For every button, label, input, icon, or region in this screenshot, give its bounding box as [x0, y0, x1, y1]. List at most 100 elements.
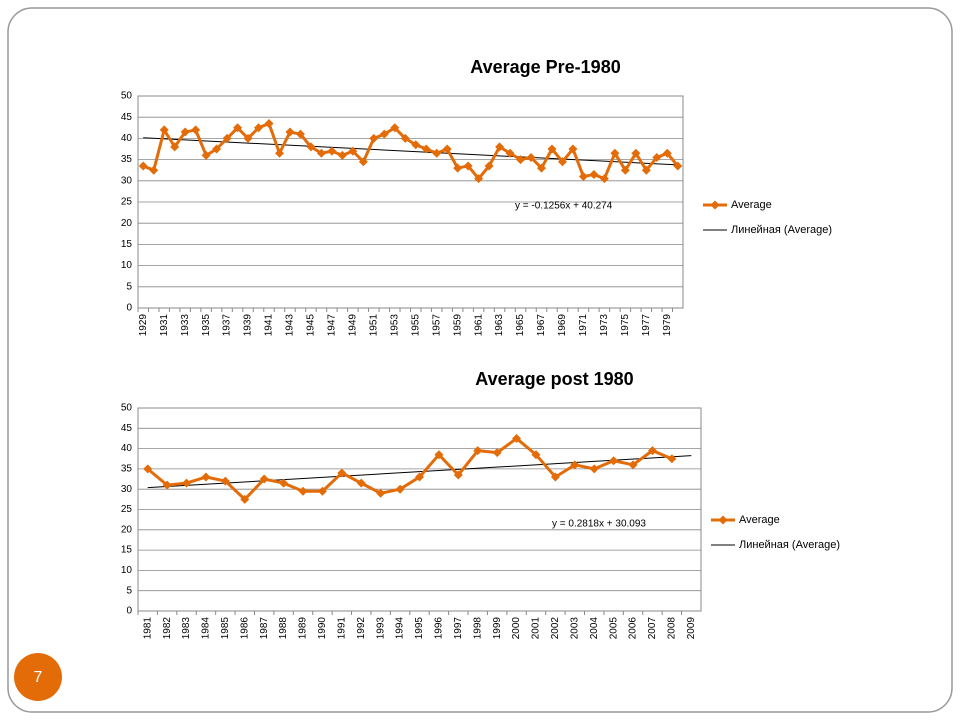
- marker: [379, 129, 389, 139]
- x-tick-label: 1993: [375, 617, 386, 640]
- y-tick-label: 20: [121, 218, 133, 229]
- legend-marker: [710, 200, 720, 210]
- x-tick-label: 1992: [356, 617, 367, 640]
- y-tick-label: 30: [121, 175, 133, 186]
- marker: [492, 448, 502, 458]
- legend-label: Average: [739, 514, 780, 526]
- x-tick-label: 2009: [686, 617, 697, 640]
- legend-label: Линейная (Average): [731, 224, 832, 236]
- marker: [191, 125, 201, 135]
- marker: [212, 144, 222, 154]
- marker: [610, 148, 620, 158]
- marker: [652, 152, 662, 162]
- x-tick-label: 1957: [431, 314, 442, 337]
- marker: [201, 150, 211, 160]
- x-tick-label: 1965: [515, 314, 526, 337]
- marker: [647, 446, 657, 456]
- marker: [526, 152, 536, 162]
- y-tick-label: 35: [121, 464, 133, 475]
- series-line: [146, 436, 673, 501]
- x-tick-label: 1988: [278, 617, 289, 640]
- marker: [264, 119, 274, 129]
- x-tick-label: 1986: [239, 617, 250, 640]
- marker: [279, 478, 289, 488]
- marker: [570, 460, 580, 470]
- slide-number: 7: [34, 669, 43, 686]
- marker: [138, 161, 148, 171]
- marker: [512, 433, 522, 443]
- x-tick-label: 1973: [599, 314, 610, 337]
- marker: [662, 148, 672, 158]
- x-tick-label: 1959: [452, 314, 463, 337]
- trend-equation: y = 0.2818x + 30.093: [552, 519, 646, 530]
- y-tick-label: 25: [121, 504, 133, 515]
- y-tick-label: 10: [121, 260, 133, 271]
- marker: [578, 172, 588, 182]
- marker: [170, 142, 180, 152]
- marker: [356, 478, 366, 488]
- marker: [599, 174, 609, 184]
- x-tick-label: 1937: [222, 314, 233, 337]
- marker: [222, 133, 232, 143]
- x-tick-label: 1987: [259, 617, 270, 640]
- x-tick-label: 2000: [511, 617, 522, 640]
- marker: [453, 470, 463, 480]
- x-tick-label: 1999: [492, 617, 503, 640]
- marker: [400, 133, 410, 143]
- y-tick-label: 15: [121, 545, 133, 556]
- marker: [547, 144, 557, 154]
- marker: [316, 148, 326, 158]
- trendline: [147, 455, 692, 489]
- marker: [259, 474, 269, 484]
- x-tick-label: 1984: [201, 617, 212, 640]
- x-tick-label: 1963: [494, 314, 505, 337]
- marker: [550, 472, 560, 482]
- x-tick-label: 1975: [620, 314, 631, 337]
- x-tick-label: 2006: [628, 617, 639, 640]
- marker: [453, 163, 463, 173]
- marker: [631, 148, 641, 158]
- x-tick-label: 1981: [142, 617, 153, 640]
- x-tick-label: 1929: [138, 314, 149, 337]
- trend-equation: y = -0.1256x + 40.274: [515, 201, 613, 212]
- y-tick-label: 20: [121, 524, 133, 535]
- marker: [442, 144, 452, 154]
- marker: [358, 157, 368, 167]
- marker: [274, 148, 284, 158]
- x-tick-label: 1998: [472, 617, 483, 640]
- x-tick-label: 1945: [306, 314, 317, 337]
- x-tick-label: 2008: [667, 617, 678, 640]
- marker: [641, 165, 651, 175]
- y-tick-label: 50: [121, 91, 133, 102]
- marker: [473, 446, 483, 456]
- x-tick-label: 2007: [647, 617, 658, 640]
- x-tick-label: 1951: [368, 314, 379, 337]
- x-tick-label: 1995: [414, 617, 425, 640]
- x-tick-label: 2001: [531, 617, 542, 640]
- x-tick-label: 1994: [395, 617, 406, 640]
- marker: [295, 129, 305, 139]
- marker: [285, 127, 295, 137]
- x-tick-label: 1991: [336, 617, 347, 640]
- marker: [673, 161, 683, 171]
- x-tick-label: 1933: [180, 314, 191, 337]
- marker: [254, 123, 264, 133]
- marker: [474, 174, 484, 184]
- x-tick-label: 1949: [347, 314, 358, 337]
- y-tick-label: 0: [126, 303, 132, 314]
- x-tick-label: 1935: [201, 314, 212, 337]
- slide-number-badge: [14, 653, 62, 701]
- marker: [327, 146, 337, 156]
- marker: [557, 157, 567, 167]
- marker: [337, 468, 347, 478]
- y-tick-label: 50: [121, 403, 133, 414]
- marker: [505, 148, 515, 158]
- marker: [149, 165, 159, 175]
- marker: [628, 460, 638, 470]
- trendline: [143, 137, 678, 166]
- x-tick-label: 2004: [589, 617, 600, 640]
- legend-label: Average: [731, 199, 772, 211]
- marker: [395, 484, 405, 494]
- marker: [201, 472, 211, 482]
- series-line: [142, 122, 679, 181]
